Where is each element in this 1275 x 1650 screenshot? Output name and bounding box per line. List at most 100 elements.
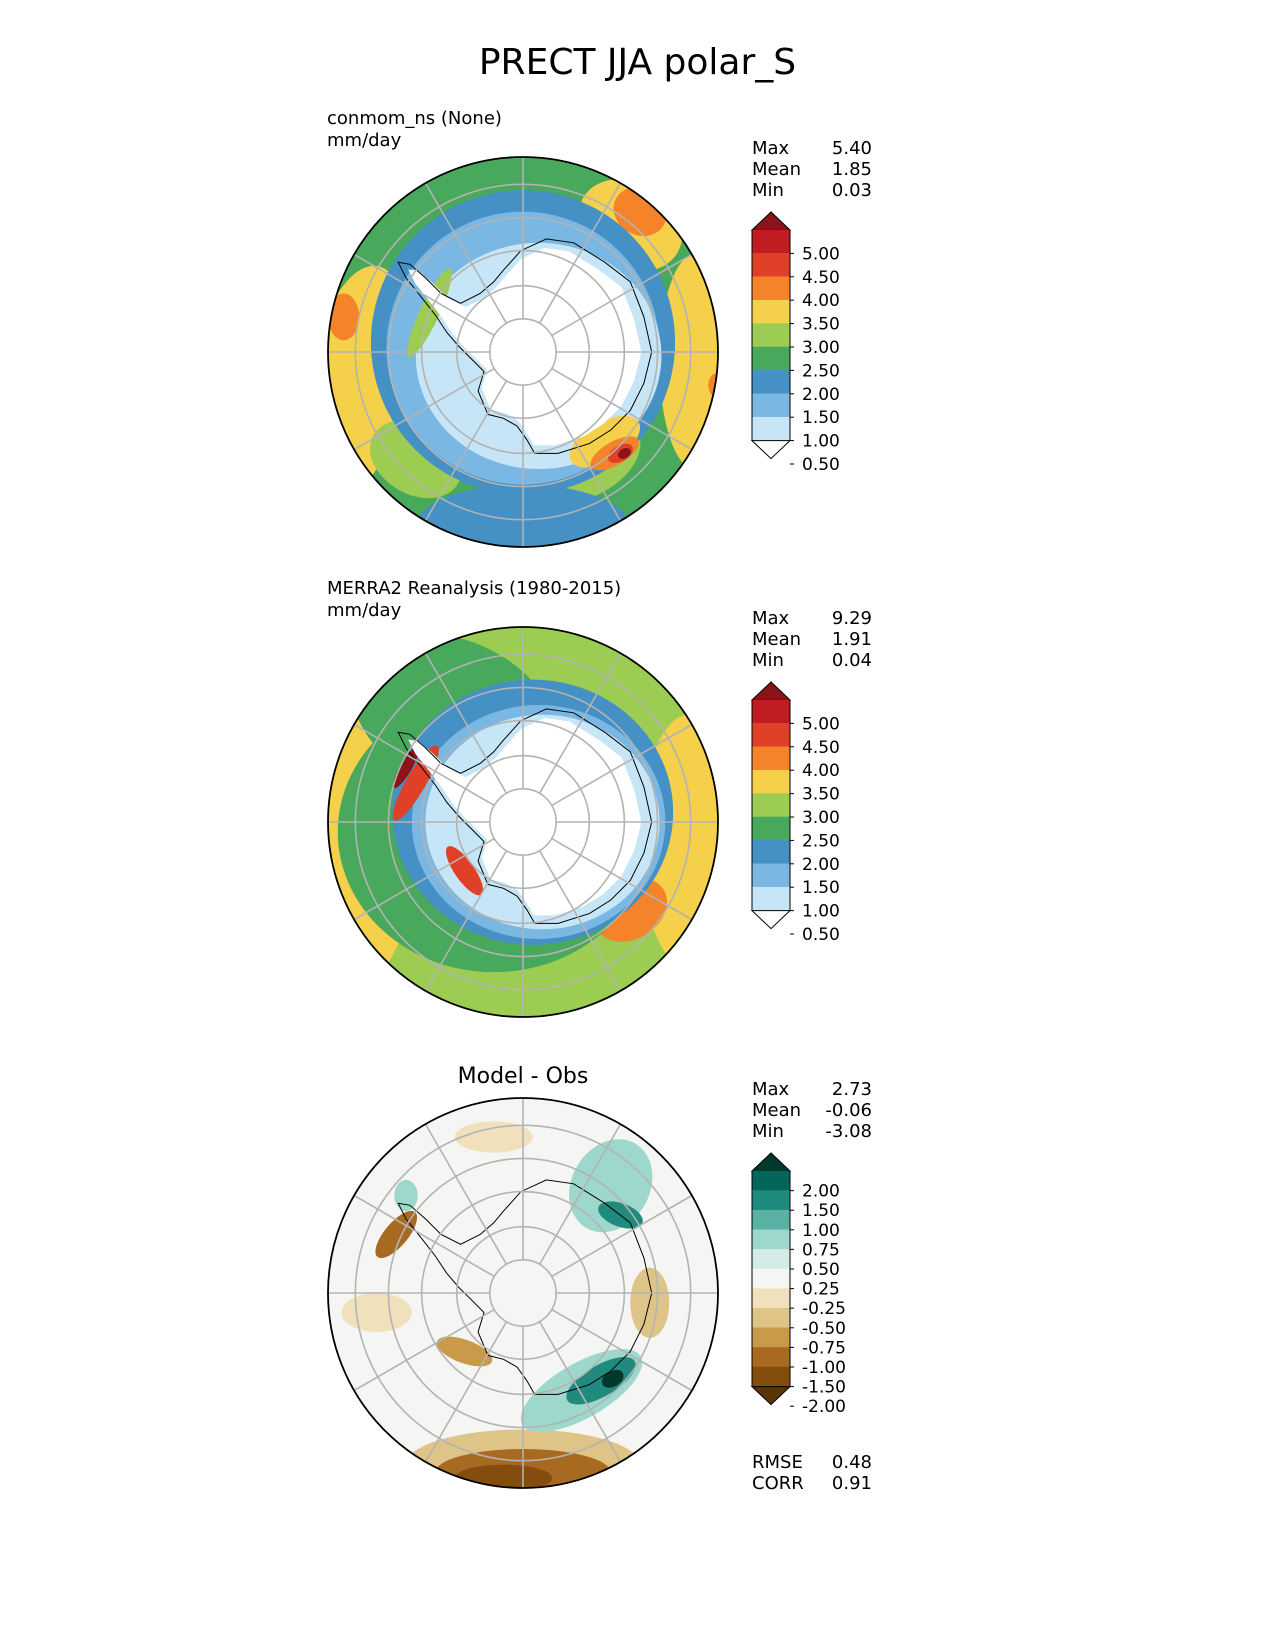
reference-min-stat: Min 0.04	[752, 650, 872, 672]
reference-colorbar-swatch	[751, 746, 791, 771]
difference-colorbar-tick-label: -2.00	[802, 1397, 846, 1417]
difference-mean-stat: Mean -0.06	[752, 1100, 872, 1122]
coastline	[397, 1179, 653, 1395]
test-colorbar-swatch	[751, 253, 791, 278]
difference-colorbar-swatch	[751, 1366, 791, 1387]
difference-colorbar-swatch	[751, 1209, 791, 1231]
test-colorbar-min-extension	[750, 440, 792, 460]
reference-colorbar-tick-label: 1.50	[802, 878, 840, 898]
difference-colorbar-tick-label: -0.25	[802, 1299, 846, 1319]
stat-label: Min	[752, 650, 784, 671]
stat-value: 1.85	[831, 159, 872, 180]
difference-colorbar-tick-label: 0.25	[802, 1280, 840, 1300]
difference-colorbar-swatch	[751, 1170, 791, 1191]
reference-colorbar-tick-label: 2.50	[802, 831, 840, 851]
reference-polar-map	[327, 626, 719, 1018]
reference-colorbar-swatch	[751, 816, 791, 841]
corr-metric: CORR 0.91	[752, 1473, 872, 1495]
land-interior	[408, 717, 642, 916]
difference-colorbar-swatch	[751, 1347, 791, 1368]
difference-colorbar-tick-label: -1.50	[802, 1378, 846, 1398]
longitude-gridline	[538, 1321, 622, 1463]
stat-value: 0.04	[831, 650, 872, 671]
field-patch	[328, 293, 360, 341]
test-max-stat: Max 5.40	[752, 138, 872, 160]
reference-colorbar-tick-label: 3.50	[802, 785, 840, 805]
reference-colorbar-swatch	[751, 723, 791, 748]
field-patch	[454, 1121, 533, 1153]
difference-panel-title: Model - Obs	[457, 1064, 589, 1089]
difference-colorbar-tick-label: -0.50	[802, 1319, 846, 1339]
stat-value: 5.40	[831, 138, 872, 159]
difference-colorbar-max-extension	[750, 1152, 792, 1172]
test-colorbar-max-extension	[750, 211, 792, 231]
coastline	[397, 238, 653, 454]
stat-label: Max	[752, 608, 790, 629]
longitude-gridline	[551, 723, 693, 807]
longitude-gridline	[424, 652, 508, 794]
test-colorbar-swatch	[751, 323, 791, 348]
difference-colorbar-swatch	[751, 1327, 791, 1348]
test-colorbar-swatch	[751, 299, 791, 324]
rmse-metric: RMSE 0.48	[752, 1452, 872, 1474]
reference-colorbar-max-extension	[750, 681, 792, 701]
test-colorbar-swatch	[751, 370, 791, 395]
reference-colorbar-swatch	[751, 886, 791, 911]
test-panel-units: mm/day	[327, 130, 402, 151]
difference-max-stat: Max 2.73	[752, 1079, 872, 1101]
longitude-gridline	[538, 380, 622, 522]
stat-label: Min	[752, 180, 784, 201]
map-boundary	[327, 1097, 719, 1489]
difference-min-stat: Min -3.08	[752, 1121, 872, 1143]
difference-colorbar: 2.001.501.000.750.500.25-0.25-0.50-0.75-…	[750, 1152, 846, 1417]
longitude-gridline	[353, 367, 495, 451]
field-patch	[436, 1336, 493, 1367]
stat-label: Mean	[752, 629, 802, 650]
test-colorbar-tick-label: 2.00	[802, 385, 840, 405]
difference-colorbar-swatch	[751, 1268, 791, 1289]
reference-colorbar-swatch	[751, 699, 791, 724]
stat-label: Max	[752, 1079, 790, 1100]
longitude-gridline	[424, 182, 508, 324]
test-colorbar-swatch	[751, 416, 791, 441]
reference-panel-title: MERRA2 Reanalysis (1980-2015)	[327, 578, 622, 599]
stat-value: 9.29	[831, 608, 872, 629]
test-colorbar-swatch	[751, 346, 791, 371]
field-patch	[393, 746, 419, 788]
test-colorbar-tick-label: 3.50	[802, 315, 840, 335]
difference-colorbar-swatch	[751, 1229, 791, 1250]
figure-title: PRECT JJA polar_S	[478, 42, 797, 83]
reference-colorbar-tick-label: 4.50	[802, 738, 840, 758]
longitude-gridline	[551, 1194, 693, 1278]
longitude-gridline	[551, 367, 693, 451]
reference-colorbar-swatch	[751, 793, 791, 818]
longitude-gridline	[424, 1123, 508, 1265]
reference-colorbar-min-extension	[750, 910, 792, 930]
metric-label: RMSE	[752, 1452, 803, 1473]
field-patch	[566, 1357, 636, 1405]
stat-value: -0.06	[825, 1100, 872, 1121]
map-boundary	[327, 626, 719, 1018]
longitude-gridline	[538, 652, 622, 794]
stat-value: 0.03	[831, 180, 872, 201]
reference-colorbar-swatch	[751, 769, 791, 794]
test-polar-map	[327, 156, 719, 548]
longitude-gridline	[353, 253, 495, 337]
reference-colorbar-tick-label: 2.00	[802, 855, 840, 875]
reference-colorbar-tick-label: 5.00	[802, 714, 840, 734]
test-colorbar-swatch	[751, 276, 791, 301]
test-colorbar-tick-label: 5.00	[802, 244, 840, 264]
field-patch	[618, 447, 631, 459]
reference-mean-stat: Mean 1.91	[752, 629, 872, 651]
difference-colorbar-swatch	[751, 1249, 791, 1270]
metric-value: 0.48	[831, 1452, 872, 1473]
test-colorbar-tick-label: 3.00	[802, 338, 840, 358]
field-patch	[601, 1369, 624, 1388]
test-colorbar-tick-label: 4.50	[802, 268, 840, 288]
metric-value: 0.91	[831, 1473, 872, 1494]
field-patch	[445, 846, 484, 896]
field-patch	[341, 1293, 412, 1332]
difference-colorbar-tick-label: -1.00	[802, 1358, 846, 1378]
longitude-gridline	[353, 1194, 495, 1278]
field-patch	[569, 415, 641, 468]
